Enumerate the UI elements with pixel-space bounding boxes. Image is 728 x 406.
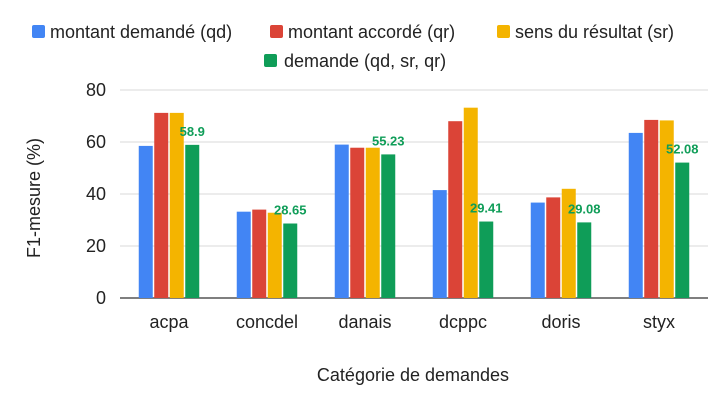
legend: montant demandé (qd) montant accordé (qr… xyxy=(32,22,674,71)
legend-label-qd: montant demandé (qd) xyxy=(50,22,232,42)
legend-item-qr[interactable]: montant accordé (qr) xyxy=(270,22,455,42)
bar-acpa-series-2 xyxy=(169,112,184,298)
data-label-styx: 52.08 xyxy=(666,142,699,157)
x-tick-label-styx: styx xyxy=(643,312,675,332)
bar-concdel-series-3 xyxy=(283,223,298,298)
bar-styx-series-3 xyxy=(675,162,690,298)
bar-danais-series-2 xyxy=(365,147,380,298)
legend-swatch-sr xyxy=(497,25,510,38)
data-label-acpa: 58.9 xyxy=(180,124,205,139)
x-tick-label-acpa: acpa xyxy=(149,312,189,332)
bar-styx-series-0 xyxy=(628,132,643,298)
y-axis-ticks: 0 20 40 60 80 xyxy=(86,80,106,308)
legend-swatch-demande xyxy=(264,54,277,67)
bar-styx-series-2 xyxy=(659,120,674,298)
legend-item-sr[interactable]: sens du résultat (sr) xyxy=(497,22,674,42)
data-labels: 58.9 28.65 55.23 29.41 29.08 52.08 xyxy=(180,124,699,218)
bar-styx-series-1 xyxy=(644,119,659,299)
bar-acpa-series-1 xyxy=(154,112,169,298)
legend-item-demande[interactable]: demande (qd, sr, qr) xyxy=(264,51,446,71)
y-tick-label-80: 80 xyxy=(86,80,106,100)
legend-item-qd[interactable]: montant demandé (qd) xyxy=(32,22,232,42)
bars xyxy=(138,107,690,299)
legend-label-sr: sens du résultat (sr) xyxy=(515,22,674,42)
bar-dcppc-series-2 xyxy=(463,107,478,299)
bar-danais-series-0 xyxy=(334,144,349,298)
bar-doris-series-3 xyxy=(577,222,592,298)
bar-doris-series-1 xyxy=(546,197,561,298)
x-tick-label-concdel: concdel xyxy=(236,312,298,332)
y-tick-label-60: 60 xyxy=(86,132,106,152)
bar-acpa-series-0 xyxy=(138,145,153,298)
data-label-concdel: 28.65 xyxy=(274,203,307,218)
x-tick-label-danais: danais xyxy=(338,312,391,332)
bar-concdel-series-0 xyxy=(236,211,251,298)
bar-concdel-series-2 xyxy=(267,212,282,298)
bar-acpa-series-3 xyxy=(185,144,200,298)
legend-swatch-qr xyxy=(270,25,283,38)
bar-doris-series-0 xyxy=(530,202,545,298)
x-tick-label-dcppc: dcppc xyxy=(439,312,487,332)
bar-dcppc-series-1 xyxy=(448,121,463,298)
x-axis-ticks: acpa concdel danais dcppc doris styx xyxy=(149,312,675,332)
data-label-danais: 55.23 xyxy=(372,133,405,148)
y-tick-label-20: 20 xyxy=(86,236,106,256)
y-tick-label-40: 40 xyxy=(86,184,106,204)
data-label-dcppc: 29.41 xyxy=(470,201,503,216)
legend-label-demande: demande (qd, sr, qr) xyxy=(284,51,446,71)
legend-swatch-qd xyxy=(32,25,45,38)
y-axis-title: F1-mesure (%) xyxy=(24,138,44,258)
x-axis-title: Catégorie de demandes xyxy=(317,365,509,385)
bar-doris-series-2 xyxy=(561,188,576,298)
bar-dcppc-series-0 xyxy=(432,190,447,298)
data-label-doris: 29.08 xyxy=(568,201,601,216)
legend-label-qr: montant accordé (qr) xyxy=(288,22,455,42)
x-tick-label-doris: doris xyxy=(541,312,580,332)
gridlines xyxy=(120,89,708,299)
y-tick-label-0: 0 xyxy=(96,288,106,308)
bar-danais-series-1 xyxy=(350,147,365,298)
bar-danais-series-3 xyxy=(381,154,396,298)
bar-dcppc-series-3 xyxy=(479,221,494,298)
bar-concdel-series-1 xyxy=(252,209,267,298)
